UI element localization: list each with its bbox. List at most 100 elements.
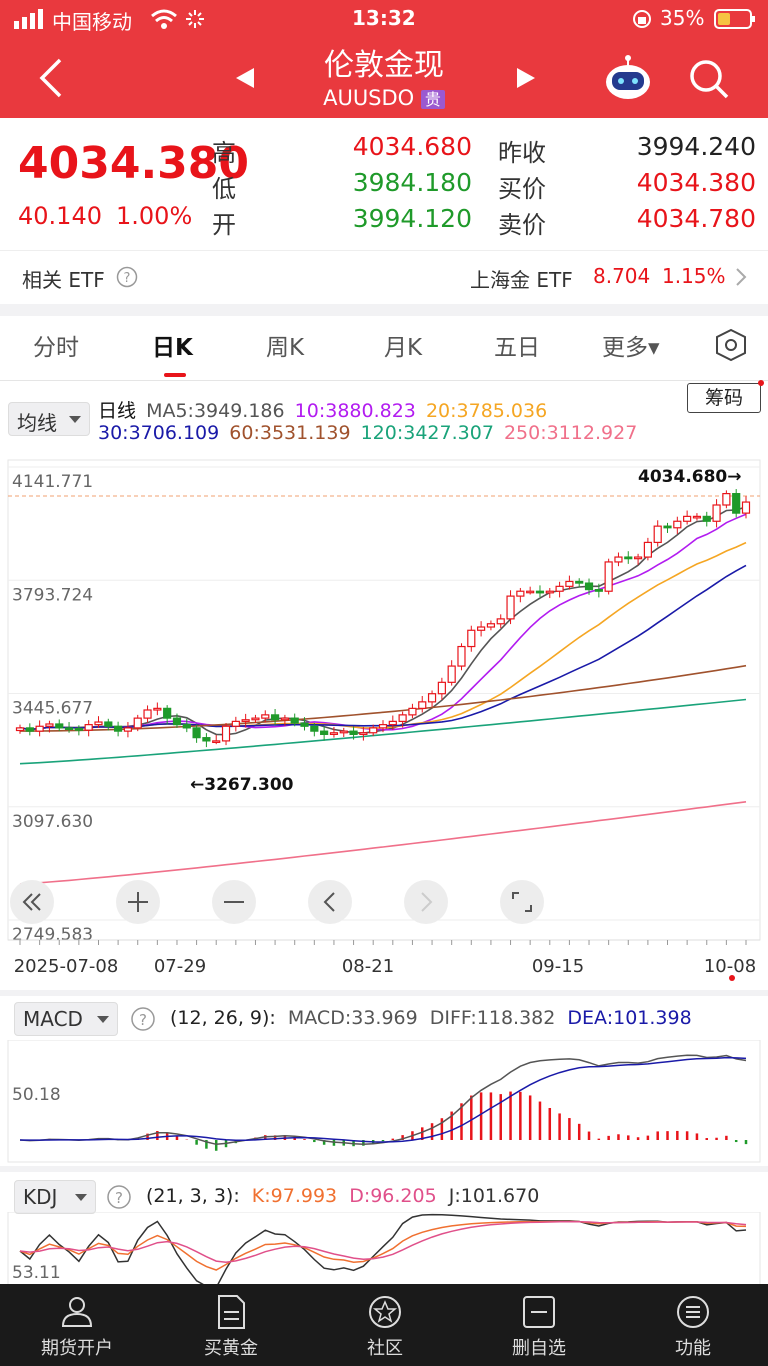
- bid-value: 4034.380: [636, 168, 756, 197]
- high-label: 高: [212, 139, 236, 167]
- candle-body: [496, 618, 505, 625]
- etf-name: 上海金 ETF: [470, 268, 573, 292]
- candle-body: [594, 588, 603, 592]
- candle-body: [643, 541, 652, 558]
- search-icon[interactable]: [688, 58, 730, 100]
- nav-label: 功能: [675, 1338, 711, 1359]
- precious-badge: 贵: [420, 90, 445, 109]
- candle-body: [45, 723, 54, 727]
- section-gap: [0, 990, 768, 996]
- ma-legend-row1: 日线 MA5:3949.186 10:3880.823 20:3785.036: [98, 396, 547, 423]
- candle-body: [241, 719, 250, 722]
- fullscreen-button[interactable]: [500, 880, 544, 924]
- zoom-in-button[interactable]: [116, 880, 160, 924]
- candle-body: [604, 561, 613, 592]
- tab-monthly-k[interactable]: 月K: [384, 335, 423, 361]
- menu-circle-icon: [677, 1296, 709, 1328]
- scroll-right-button[interactable]: [404, 880, 448, 924]
- tab-intraday[interactable]: 分时: [33, 335, 79, 361]
- nav-community[interactable]: 社区: [308, 1284, 462, 1366]
- max-price-marker: 4034.680→: [638, 467, 742, 487]
- wifi-icon: [151, 9, 177, 29]
- document-icon: [218, 1295, 245, 1329]
- dropdown-arrow-icon: [69, 416, 81, 423]
- etf-price: 8.704: [593, 264, 651, 288]
- prev-instrument-icon[interactable]: [234, 66, 256, 90]
- candle-body: [339, 730, 348, 734]
- tab-daily-k[interactable]: 日K: [152, 335, 193, 361]
- nav-remove-watchlist[interactable]: 删自选: [462, 1284, 616, 1366]
- back-arrow-icon[interactable]: [38, 58, 64, 98]
- tab-more[interactable]: 更多▾: [602, 335, 660, 361]
- chart-frame: [7, 459, 761, 941]
- fast-back-button[interactable]: [10, 880, 54, 924]
- x-tick-label: 08-21: [342, 956, 394, 977]
- candle-body: [447, 665, 456, 683]
- battery-percent: 35%: [660, 6, 705, 30]
- last-price: 4034.380: [18, 138, 250, 189]
- chevron-right-icon: [736, 268, 747, 286]
- signal-icon: [14, 9, 43, 29]
- y-tick-label: 4141.771: [12, 472, 93, 492]
- next-instrument-icon[interactable]: [515, 66, 537, 90]
- x-tick-label: 2025-07-08: [14, 956, 119, 977]
- robot-assistant-icon[interactable]: [604, 54, 652, 100]
- candle-body: [55, 723, 64, 729]
- battery-icon: [714, 9, 755, 29]
- candle-body: [692, 515, 702, 519]
- plus-icon: [128, 892, 148, 912]
- active-tab-indicator: [164, 373, 186, 377]
- settings-hexagon-icon[interactable]: [714, 328, 748, 362]
- low-label: 低: [212, 175, 236, 203]
- help-icon[interactable]: ?: [130, 1006, 156, 1032]
- candle-body: [712, 504, 721, 522]
- ma250-line: [19, 801, 747, 885]
- nav-label: 社区: [367, 1338, 403, 1359]
- candle-body: [221, 725, 231, 742]
- y-tick-label: 2749.583: [12, 925, 93, 945]
- ma250-value: 250:3112.927: [503, 422, 638, 444]
- candle-body: [25, 727, 34, 732]
- person-account-icon: [61, 1297, 93, 1327]
- ma60-line: [20, 664, 747, 732]
- candle-body: [516, 590, 525, 597]
- macd-value: MACD:33.969: [287, 1007, 418, 1029]
- open-label: 开: [212, 211, 236, 239]
- help-icon[interactable]: ?: [106, 1184, 132, 1210]
- y-tick-label: 3445.677: [12, 699, 93, 719]
- related-etf-row[interactable]: 相关 ETF ? 上海金 ETF 8.704 1.15%: [0, 250, 768, 304]
- chips-button[interactable]: 筹码: [687, 383, 761, 413]
- macd-chart[interactable]: 50.18: [0, 1040, 768, 1165]
- indicator-selector[interactable]: 均线: [8, 402, 90, 436]
- low-value: 3984.180: [352, 168, 472, 197]
- nav-open-account[interactable]: 期货开户: [0, 1284, 154, 1366]
- macd-y-tick: 50.18: [12, 1085, 61, 1105]
- scroll-left-button[interactable]: [308, 880, 352, 924]
- macd-selector[interactable]: MACD: [14, 1002, 118, 1036]
- candle-body: [64, 727, 74, 730]
- kline-chart[interactable]: 4141.771 3793.724 3445.677 3097.630 2749.583…: [0, 455, 768, 985]
- candle-body: [114, 725, 123, 732]
- rotation-lock-icon: [633, 10, 651, 28]
- tab-weekly-k[interactable]: 周K: [266, 335, 305, 361]
- kdj-chart[interactable]: 53.11: [0, 1212, 768, 1284]
- nav-functions[interactable]: 功能: [616, 1284, 768, 1366]
- k-value: K:97.993: [251, 1185, 338, 1207]
- tab-five-day[interactable]: 五日: [494, 335, 540, 361]
- candle-body: [94, 721, 103, 726]
- candle-body: [163, 707, 172, 719]
- community-star-icon: [369, 1296, 401, 1328]
- help-icon[interactable]: ?: [116, 266, 138, 288]
- related-etf-label: 相关 ETF: [22, 268, 105, 292]
- candle-body: [172, 717, 182, 726]
- zoom-out-button[interactable]: [212, 880, 256, 924]
- minus-square-icon: [523, 1296, 555, 1328]
- price-change-pct: 1.00%: [116, 202, 193, 230]
- candle-body: [320, 730, 329, 735]
- candle-body: [74, 727, 83, 731]
- notification-dot: [758, 380, 764, 386]
- kdj-selector[interactable]: KDJ: [14, 1180, 96, 1214]
- candle-body: [398, 714, 407, 722]
- candle-body: [418, 701, 427, 709]
- nav-buy-gold[interactable]: 买黄金: [154, 1284, 308, 1366]
